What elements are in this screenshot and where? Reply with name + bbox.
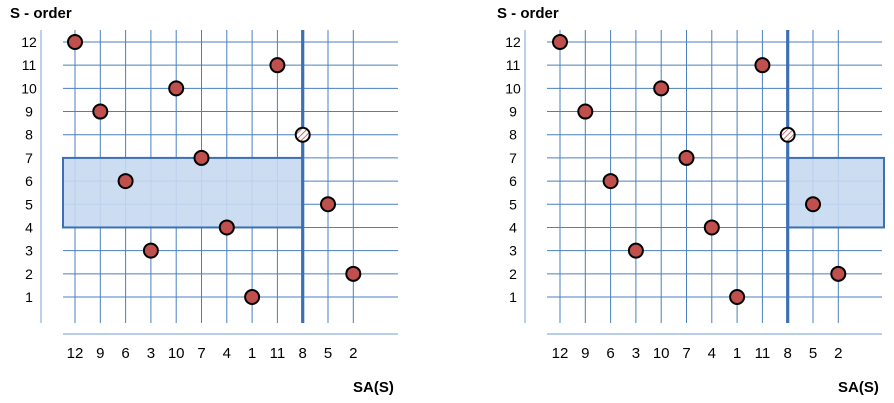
- hatched-data-point: [294, 126, 311, 143]
- highlight-region: [62, 156, 304, 229]
- x-tick-label: 6: [606, 345, 614, 362]
- y-tick-label: 1: [509, 289, 517, 305]
- x-tick-label: 2: [834, 345, 842, 362]
- data-point: [92, 103, 109, 120]
- y-tick-label: 5: [509, 196, 517, 212]
- data-point: [830, 265, 847, 282]
- x-tick-label: 3: [147, 345, 155, 362]
- data-point: [653, 80, 670, 97]
- y-tick-label: 3: [509, 243, 517, 259]
- y-tick-label: 6: [25, 173, 33, 189]
- y-tick-label: 9: [509, 104, 517, 120]
- data-point: [193, 149, 210, 166]
- data-point: [117, 173, 134, 190]
- highlight-region: [786, 156, 886, 229]
- y-tick-label: 1: [25, 289, 33, 305]
- y-tick-label: 8: [25, 127, 33, 143]
- x-tick-label: 7: [197, 345, 205, 362]
- x-tick-label: 11: [270, 345, 286, 362]
- y-tick-label: 7: [509, 150, 517, 166]
- data-point: [67, 34, 83, 50]
- data-point: [244, 289, 261, 305]
- data-point: [269, 57, 286, 74]
- data-point: [218, 219, 235, 236]
- x-tick-label: 6: [121, 345, 129, 362]
- x-axis-title: SA(S): [838, 379, 879, 396]
- data-point: [142, 242, 159, 259]
- x-tick-label: 10: [168, 345, 185, 362]
- data-point: [754, 57, 771, 74]
- y-tick-label: 6: [509, 173, 517, 189]
- x-tick-label: 10: [653, 345, 670, 362]
- data-point: [552, 34, 568, 50]
- data-point: [729, 289, 746, 305]
- x-tick-label: 1: [248, 345, 256, 362]
- y-tick-label: 5: [25, 196, 33, 212]
- x-tick-label: 12: [552, 345, 569, 362]
- x-tick-label: 9: [581, 345, 589, 362]
- y-tick-label: 11: [22, 57, 37, 73]
- y-tick-label: 11: [506, 57, 521, 73]
- data-point: [678, 149, 695, 166]
- y-tick-label: 12: [21, 34, 37, 50]
- x-tick-label: 1: [733, 345, 741, 362]
- data-point: [345, 265, 362, 282]
- data-point: [168, 80, 185, 97]
- data-point: [627, 242, 644, 259]
- x-tick-label: 2: [349, 345, 357, 362]
- y-tick-label: 4: [509, 219, 517, 235]
- data-point: [320, 196, 336, 213]
- x-tick-label: 3: [632, 345, 640, 362]
- y-tick-label: 7: [25, 150, 33, 166]
- data-point: [703, 219, 720, 236]
- y-axis-title: S - order: [10, 5, 72, 22]
- x-tick-label: 4: [708, 345, 716, 362]
- y-tick-label: 10: [505, 80, 521, 96]
- y-tick-label: 3: [25, 243, 33, 259]
- data-point: [577, 103, 594, 120]
- data-point: [805, 196, 821, 213]
- hatched-data-point: [779, 126, 796, 143]
- y-tick-label: 12: [505, 34, 521, 50]
- y-axis-title: S - order: [497, 5, 559, 22]
- x-tick-label: 9: [96, 345, 104, 362]
- x-tick-label: 8: [784, 345, 792, 362]
- x-tick-label: 8: [299, 345, 307, 362]
- x-tick-label: 11: [755, 345, 771, 362]
- y-tick-label: 8: [509, 127, 517, 143]
- x-tick-label: 4: [223, 345, 231, 362]
- y-tick-label: 10: [21, 80, 37, 96]
- x-tick-label: 12: [67, 345, 84, 362]
- data-point: [602, 173, 619, 190]
- y-tick-label: 2: [25, 266, 33, 282]
- y-tick-label: 2: [509, 266, 517, 282]
- x-tick-label: 5: [809, 345, 817, 362]
- x-tick-label: 5: [324, 345, 332, 362]
- y-tick-label: 9: [25, 104, 33, 120]
- x-tick-label: 7: [682, 345, 690, 362]
- x-axis-title: SA(S): [353, 379, 394, 396]
- y-tick-label: 4: [25, 219, 33, 235]
